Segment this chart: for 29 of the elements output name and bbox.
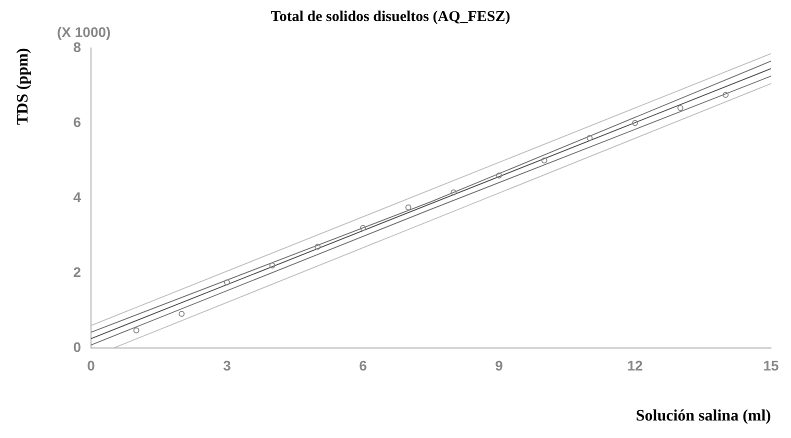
point — [314, 244, 321, 250]
x-tick-label: 0 — [87, 357, 96, 374]
point — [632, 120, 638, 126]
y-tick-label: 0 — [73, 338, 82, 355]
x-axis-title: Solución salina (ml) — [636, 408, 771, 425]
y-tick-label: 6 — [73, 114, 82, 130]
point — [360, 225, 366, 231]
y-tick-label: 8 — [73, 38, 82, 55]
y-tick-label: 2 — [73, 264, 82, 280]
x-tick-label: 12 — [627, 357, 643, 374]
x-tick-label: 15 — [763, 357, 779, 374]
x-tick-label: 9 — [495, 357, 504, 374]
point — [224, 279, 230, 286]
x-tick-label: 3 — [223, 357, 232, 374]
point — [405, 204, 412, 210]
point — [269, 262, 276, 268]
y-axis-title: TDS (ppm) — [14, 48, 32, 125]
y-tick-label: 4 — [73, 188, 82, 205]
point — [677, 105, 684, 111]
chart-title: Total de solidos disueltos (AQ_FESZ) — [270, 8, 510, 25]
point — [450, 189, 457, 196]
point — [133, 327, 140, 334]
point — [178, 310, 185, 317]
point — [496, 172, 502, 178]
point — [586, 135, 593, 141]
point — [541, 158, 548, 164]
x-tick-label: 6 — [359, 357, 368, 374]
text: (X 1000) — [56, 24, 111, 40]
point — [722, 92, 729, 98]
